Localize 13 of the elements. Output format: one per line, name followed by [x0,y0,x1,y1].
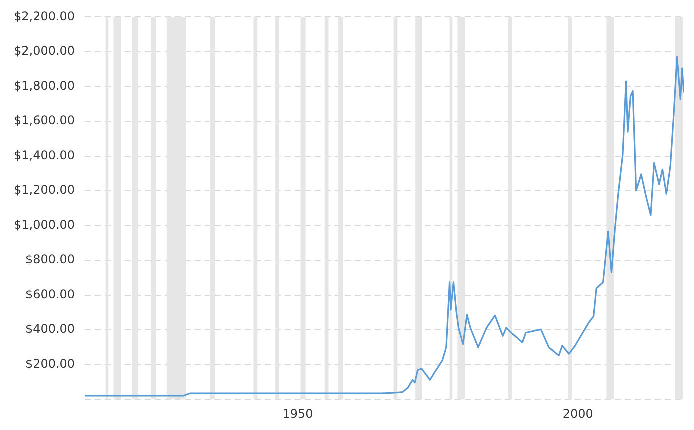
y-tick-label: $1,600.00 [14,114,76,128]
y-tick-label: $200.00 [25,356,76,371]
y-tick-label: $2,000.00 [14,44,76,58]
y-tick-label: $1,800.00 [14,78,76,93]
x-tick-label: 1950 [282,406,314,421]
y-tick-label: $400.00 [25,322,76,336]
y-tick-label: $1,000.00 [14,218,76,232]
y-tick-label: $2,200.00 [14,9,76,24]
y-tick-label: $1,400.00 [14,148,76,162]
x-tick-label: 2000 [562,406,594,421]
y-tick-label: $1,200.00 [14,183,76,198]
y-tick-label: $800.00 [25,252,76,267]
y-tick-label: $600.00 [25,287,76,302]
